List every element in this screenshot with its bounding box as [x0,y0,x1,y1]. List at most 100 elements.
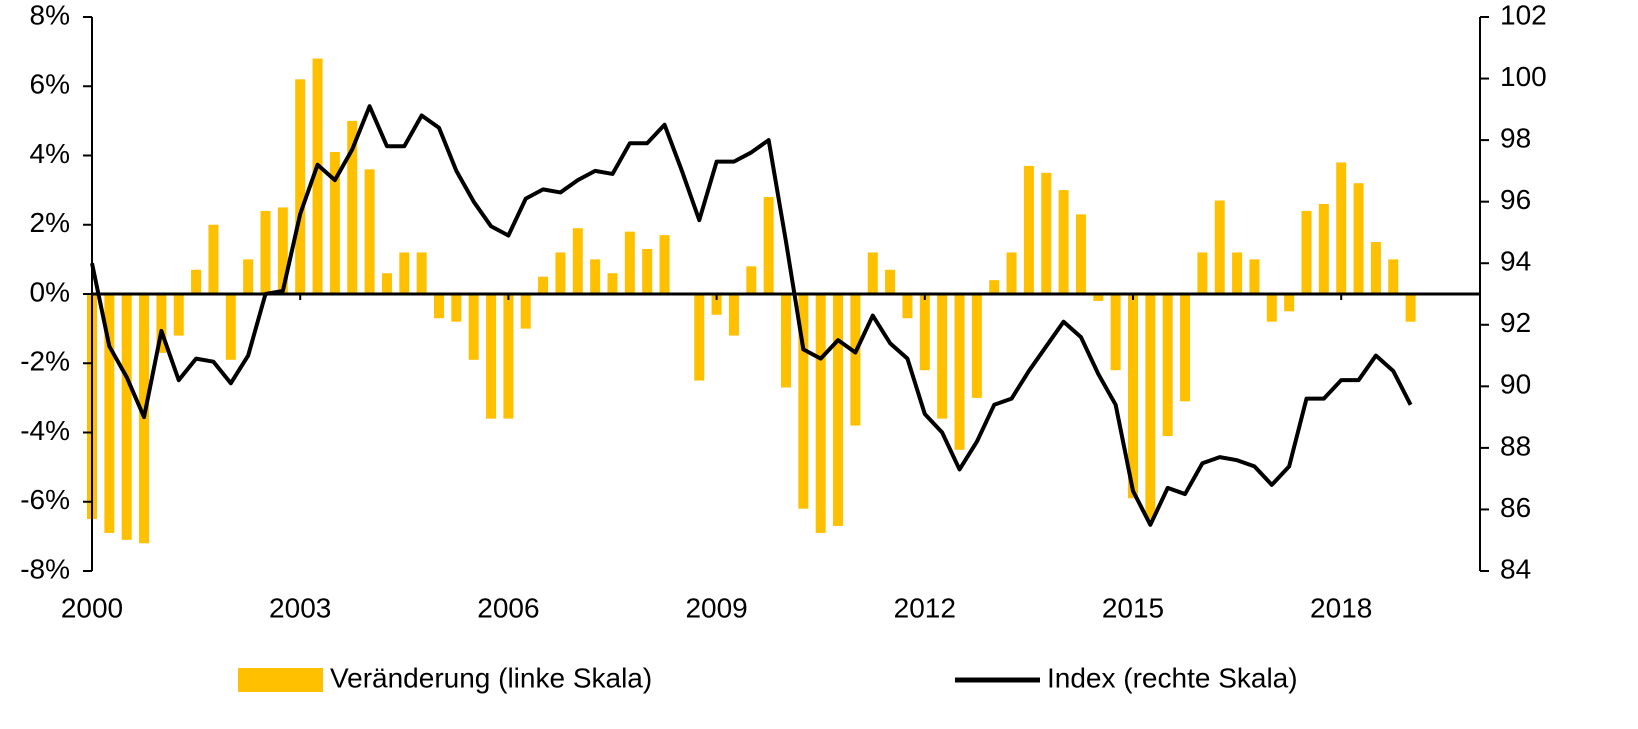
bar [1128,294,1138,499]
bar [798,294,809,509]
bar [364,169,375,294]
bar [1232,252,1243,294]
y2-tick-label: 98 [1500,123,1531,154]
bar [243,259,254,294]
y-tick-label: -6% [20,484,70,515]
bar [191,269,202,294]
bar [815,294,826,533]
bar [1006,252,1017,294]
y2-tick-label: 84 [1500,553,1531,584]
bar [468,294,479,360]
y-tick-label: 8% [30,0,70,30]
x-tick-label: 2000 [61,592,123,623]
y2-tick-label: 96 [1500,184,1531,215]
bar [572,228,583,294]
bar [659,235,670,294]
bar [1266,294,1277,322]
bar [225,294,236,360]
bar [1093,294,1104,301]
bar [1284,294,1295,312]
bar [642,248,653,294]
bar [919,294,930,371]
y2-tick-label: 100 [1500,61,1547,92]
bar [173,294,184,336]
bar [1058,190,1069,294]
y2-tick-label: 102 [1500,0,1547,30]
x-tick-label: 2006 [477,592,539,623]
bar [1041,172,1052,294]
y-tick-label: 0% [30,276,70,307]
y-tick-label: 2% [30,207,70,238]
bar [312,58,323,294]
bar [624,231,635,294]
y2-tick-label: 94 [1500,246,1531,277]
bar [1180,294,1191,402]
bar [1301,210,1312,294]
bar [711,294,722,315]
y-tick-label: 4% [30,138,70,169]
bar [260,210,271,294]
y2-tick-label: 92 [1500,307,1531,338]
bar [1110,294,1121,371]
line [90,104,1413,527]
bar [277,207,288,294]
bar [104,294,115,533]
x-tick-label: 2003 [269,592,331,623]
y2-tick-label: 90 [1500,369,1531,400]
bar [1370,242,1381,294]
bar [1214,200,1225,294]
bar [295,79,306,294]
bar [850,294,861,426]
bar [1145,294,1156,520]
bar [1023,165,1034,294]
bar [902,294,913,319]
bar [867,252,878,294]
legend-label: Index (rechte Skala) [1047,662,1298,693]
x-tick-label: 2012 [894,592,956,623]
bar [381,273,392,294]
x-tick-label: 2015 [1102,592,1164,623]
bar [1405,294,1416,322]
bar [1075,214,1086,294]
bar [781,294,791,388]
bar [607,273,618,294]
bar [416,252,427,294]
bar [538,276,549,294]
bar [399,252,410,294]
bar [1388,259,1399,294]
bar [1336,162,1347,294]
bar [1197,252,1208,294]
bar [763,197,774,294]
bar [833,294,844,526]
bar [937,294,948,419]
x-tick-label: 2018 [1310,592,1372,623]
y2-tick-label: 88 [1500,430,1531,461]
legend-label: Veränderung (linke Skala) [330,662,652,693]
bar [1318,203,1329,294]
bar [746,266,757,294]
bar [694,294,705,381]
bar [590,259,601,294]
y-tick-label: -4% [20,415,70,446]
bar [121,294,132,540]
bar [503,294,514,419]
bar [486,294,497,419]
y-tick-label: -2% [20,346,70,377]
bar [989,280,1000,294]
bar [156,294,167,353]
bar [208,224,219,294]
bar [1353,183,1364,294]
bar [329,152,340,294]
bar [347,120,358,294]
y-tick-label: 6% [30,69,70,100]
bar [1162,294,1173,436]
bar [954,294,965,450]
bar [728,294,739,336]
bar [451,294,462,322]
bar [971,294,982,398]
bar [434,294,444,319]
bar [520,294,531,329]
bar [1249,259,1260,294]
bar [555,252,566,294]
